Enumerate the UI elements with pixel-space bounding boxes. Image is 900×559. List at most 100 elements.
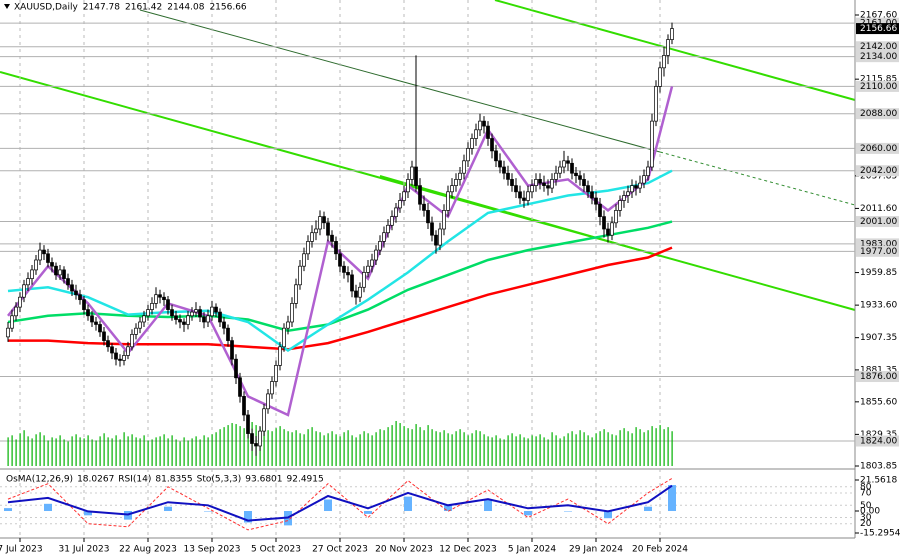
volume-bar	[479, 431, 481, 466]
volume-bar	[347, 430, 349, 466]
volume-bar	[595, 433, 597, 466]
x-tick-label: 31 Jul 2023	[59, 545, 110, 555]
candle-body	[426, 210, 430, 224]
candle-body	[534, 179, 538, 186]
volume-bar	[491, 437, 493, 466]
volume-bar	[651, 426, 653, 466]
volume-bar	[263, 429, 265, 466]
volume-bar	[367, 433, 369, 466]
channel-line	[379, 175, 661, 257]
candle-body	[574, 172, 578, 177]
volume-bar	[67, 441, 69, 466]
candle-body	[282, 327, 286, 348]
osma-bar	[44, 503, 52, 512]
candle-body	[438, 228, 442, 246]
osma-tick-label: -15.2954	[860, 529, 900, 539]
volume-bar	[439, 432, 441, 466]
candle-body	[254, 443, 258, 447]
candle-body	[178, 319, 182, 323]
volume-bar	[131, 434, 133, 466]
volume-bar	[135, 437, 137, 466]
volume-bar	[215, 432, 217, 466]
candle-body	[246, 414, 250, 434]
volume-bar	[155, 437, 157, 466]
candle-body	[6, 327, 10, 338]
candle-body	[110, 346, 114, 354]
candle-body	[130, 334, 134, 348]
candle-body	[154, 294, 158, 304]
volume-bar	[511, 433, 513, 466]
candle-body	[550, 179, 554, 189]
candle-body	[394, 207, 398, 217]
volume-bar	[211, 434, 213, 466]
menu-icon[interactable]	[4, 4, 10, 9]
volume-bar	[139, 438, 141, 466]
volume-bar	[83, 438, 85, 466]
volume-bar	[575, 434, 577, 466]
candle-body	[494, 150, 498, 162]
candle-body	[146, 309, 150, 317]
volume-bar	[199, 439, 201, 466]
volume-bar	[343, 432, 345, 466]
volume-bar	[179, 441, 181, 466]
volume-bar	[327, 433, 329, 466]
volume-bar	[619, 430, 621, 466]
level-label: 2142.00	[860, 42, 897, 52]
volume-bar	[547, 439, 549, 466]
volume-bar	[287, 431, 289, 466]
candle-body	[38, 249, 42, 261]
volume-bar	[191, 438, 193, 466]
candle-body	[354, 290, 358, 298]
candle-body	[74, 290, 78, 296]
candle-body	[370, 259, 374, 267]
candle-body	[134, 327, 138, 335]
volume-bar	[163, 434, 165, 466]
volume-bar	[435, 431, 437, 466]
candle-body	[458, 172, 462, 180]
candle-body	[230, 340, 234, 360]
candle-body	[446, 191, 450, 211]
x-tick-label: 5 Jan 2024	[508, 545, 556, 555]
level-label-box	[856, 238, 899, 250]
volume-bar	[295, 430, 297, 466]
volume-bar	[507, 435, 509, 466]
y-tick-label: 1829.35	[860, 430, 897, 440]
level-label: 1977.00	[860, 247, 897, 257]
price-label: 2156.66	[860, 24, 897, 34]
candle-body	[310, 232, 314, 242]
osma-bar	[524, 511, 532, 516]
volume-bar	[107, 437, 109, 466]
candle-body	[638, 182, 642, 189]
candle-body	[14, 306, 18, 317]
volume-bar	[407, 428, 409, 466]
volume-bar	[467, 435, 469, 466]
stochastic-line	[7, 477, 673, 531]
osc-tick-label: 30	[860, 513, 872, 523]
y-tick-label: 1881.35	[860, 365, 897, 375]
volume-bar	[427, 425, 429, 466]
level-label-box	[856, 142, 899, 154]
candle-body	[302, 253, 306, 267]
candle-body	[614, 210, 618, 224]
volume-bar	[43, 435, 45, 466]
volume-bar	[571, 431, 573, 466]
candle-body	[138, 321, 142, 329]
header-text: 2144.08	[167, 3, 204, 13]
candle-body	[522, 197, 526, 201]
x-tick-label: 20 Nov 2023	[375, 545, 433, 555]
volume-bar	[371, 435, 373, 466]
candle-body	[54, 265, 58, 276]
candle-body	[278, 346, 282, 366]
volume-bar	[599, 431, 601, 466]
candle-body	[318, 216, 322, 230]
osma-bar	[604, 511, 612, 519]
level-label-box	[856, 165, 899, 177]
osma-bar	[324, 499, 332, 512]
volume-bar	[559, 438, 561, 466]
osma-bar	[84, 511, 92, 516]
volume-bar	[631, 433, 633, 466]
candle-body	[430, 222, 434, 236]
candle-body	[94, 321, 98, 325]
candle-body	[598, 203, 602, 217]
